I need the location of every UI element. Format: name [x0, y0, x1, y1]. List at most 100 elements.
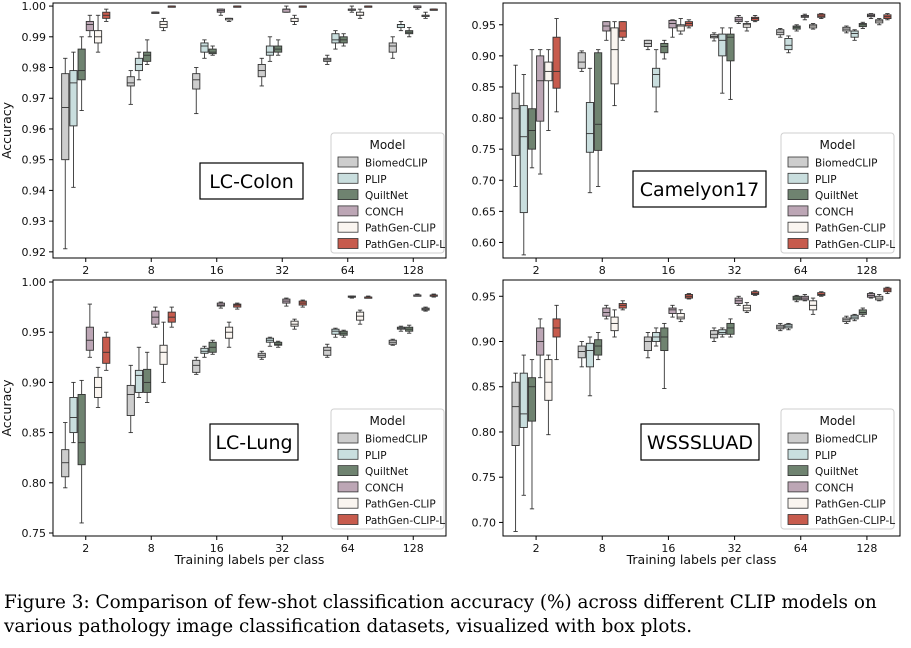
- legend-label: BiomedCLIP: [815, 158, 878, 170]
- x-tick-label: 64: [794, 542, 808, 555]
- box-iqr: [817, 292, 826, 296]
- legend-swatch: [787, 238, 809, 249]
- box-pathgen-clip-l-128: [429, 8, 438, 11]
- y-tick-label: 0.90: [22, 376, 47, 389]
- box-iqr: [85, 326, 94, 351]
- caption-line-1: Figure 3: Comparison of few-shot classif…: [4, 592, 877, 613]
- legend-swatch: [337, 514, 359, 525]
- y-tick-label: 0.95: [472, 19, 497, 32]
- x-tick-label: 2: [533, 542, 540, 555]
- x-tick-label: 32: [275, 264, 289, 277]
- box-iqr: [577, 52, 586, 69]
- box-iqr: [527, 108, 537, 150]
- y-tick-label: 0.97: [22, 92, 47, 105]
- box-plip-128: [396, 325, 406, 332]
- legend-label: QuiltNet: [365, 466, 408, 478]
- y-axis-label: Accuracy: [0, 101, 14, 159]
- box-iqr: [676, 313, 685, 320]
- box-plip-32: [718, 27, 727, 94]
- box-pathgen-clip-64: [356, 8, 365, 19]
- y-tick-label: 0.75: [22, 527, 47, 540]
- box-biomedclip-16: [192, 356, 201, 375]
- y-tick-label: 0.80: [472, 112, 497, 125]
- box-quiltnet-16: [208, 45, 217, 56]
- x-tick-label: 128: [856, 264, 877, 277]
- box-quiltnet-8: [594, 332, 603, 361]
- box-pathgen-clip-l-32: [298, 299, 307, 308]
- y-tick-label: 0.98: [22, 62, 47, 75]
- box-conch-32: [734, 295, 743, 306]
- x-tick-label: 2: [82, 542, 89, 555]
- box-pathgen-clip-l-2: [552, 304, 561, 361]
- y-tick-label: 0.65: [472, 205, 497, 218]
- box-conch-2: [536, 49, 545, 175]
- box-conch-2: [85, 303, 94, 358]
- box-pathgen-clip-2: [544, 49, 553, 131]
- box-quiltnet-8: [594, 49, 603, 187]
- box-plip-2: [69, 51, 78, 188]
- legend-title: Model: [819, 138, 855, 152]
- y-tick-label: 0.70: [472, 174, 497, 187]
- box-conch-8: [602, 21, 611, 41]
- panel-lc-lung: 0.75 0.80 0.85 0.90 0.95 1.00 2 8 16 32 64 128 Accur…: [0, 276, 447, 567]
- caption-line-2: various pathology image classification d…: [4, 616, 693, 637]
- legend-label: CONCH: [815, 482, 854, 494]
- legend-swatch: [337, 432, 359, 444]
- box-iqr: [388, 42, 397, 53]
- box-conch-32: [282, 5, 291, 13]
- y-tick-label: 1.00: [22, 276, 47, 289]
- y-tick-label: 0.80: [472, 426, 497, 439]
- box-biomedclip-32: [257, 57, 266, 87]
- box-plip-32: [265, 336, 275, 347]
- box-pathgen-clip-l-16: [233, 5, 242, 8]
- dataset-title-box: [640, 423, 760, 461]
- x-tick-label: 8: [148, 264, 155, 277]
- box-iqr: [552, 36, 561, 89]
- y-tick-label: 0.60: [472, 236, 497, 249]
- box-pathgen-clip-32: [290, 318, 299, 330]
- box-iqr: [726, 322, 735, 335]
- legend: Model BiomedCLIP PLIP QuiltNet CONCH PathGen-…: [780, 132, 895, 254]
- y-tick-label: 0.95: [472, 290, 497, 303]
- box-iqr: [200, 347, 209, 354]
- box-conch-8: [602, 304, 611, 320]
- box-plip-32: [265, 36, 275, 62]
- box-pathgen-clip-l-128: [883, 13, 892, 21]
- x-tick-label: 64: [794, 264, 808, 277]
- legend-label: PathGen-CLIP-L: [815, 515, 895, 527]
- x-tick-label: 128: [403, 264, 424, 277]
- legend-swatch: [337, 172, 359, 184]
- box-biomedclip-8: [577, 341, 586, 368]
- box-iqr: [784, 38, 793, 51]
- box-iqr: [356, 11, 365, 16]
- figure-caption: Figure 3: Comparison of few-shot classif…: [4, 591, 907, 639]
- box-pathgen-clip-128: [875, 294, 884, 302]
- legend-label: CONCH: [365, 482, 404, 494]
- box-biomedclip-2: [511, 372, 520, 532]
- box-pathgen-clip-8: [159, 17, 168, 32]
- box-conch-128: [413, 5, 422, 10]
- legend-label: PLIP: [815, 450, 837, 462]
- box-quiltnet-64: [792, 24, 801, 32]
- y-tick-label: 0.85: [472, 381, 497, 394]
- box-pathgen-clip-l-8: [167, 5, 176, 8]
- box-conch-64: [347, 295, 356, 299]
- box-conch-16: [216, 301, 225, 309]
- legend-swatch: [787, 205, 809, 217]
- legend-swatch: [337, 497, 359, 509]
- x-tick-label: 32: [275, 542, 289, 555]
- box-biomedclip-32: [257, 350, 266, 360]
- legend-label: QuiltNet: [815, 466, 858, 478]
- box-conch-128: [866, 292, 876, 299]
- y-tick-label: 0.95: [22, 154, 47, 167]
- box-iqr: [618, 21, 627, 38]
- box-pathgen-clip-l-128: [429, 293, 438, 298]
- box-iqr: [527, 377, 537, 422]
- box-quiltnet-2: [527, 49, 537, 169]
- box-iqr: [61, 449, 70, 478]
- box-iqr: [77, 48, 86, 81]
- box-iqr: [610, 27, 619, 85]
- legend-label: BiomedCLIP: [365, 434, 428, 446]
- box-iqr: [396, 24, 406, 29]
- box-pathgen-clip-8: [159, 321, 168, 383]
